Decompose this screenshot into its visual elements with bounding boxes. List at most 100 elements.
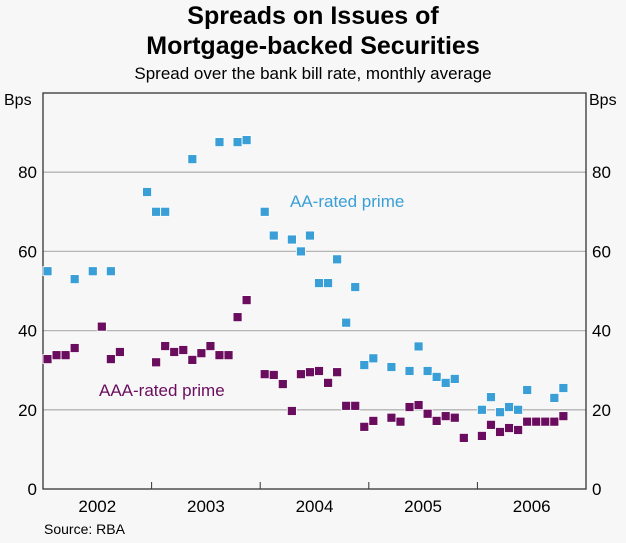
aa-point: [305, 230, 315, 241]
aaa-point: [540, 416, 551, 427]
aaa-point: [205, 341, 216, 351]
aa-point: [69, 274, 80, 285]
aaa-point: [96, 321, 107, 332]
aa-point: [413, 341, 424, 352]
aa-point: [522, 385, 533, 395]
y-tick-label-left: 40: [18, 322, 37, 341]
aaa-point: [196, 348, 207, 359]
aaa-point: [323, 377, 333, 388]
aaa-point: [42, 354, 53, 365]
series-label-aaa: AAA-rated prime: [99, 381, 225, 400]
aaa-point: [160, 341, 171, 351]
aaa-point: [259, 369, 270, 380]
aaa-point: [286, 406, 297, 416]
aa-point: [504, 402, 514, 412]
chart-title-line-1: Spreads on Issues of: [187, 2, 439, 30]
aaa-point: [178, 345, 189, 355]
aa-point: [286, 234, 297, 245]
aa-point: [241, 135, 252, 146]
aaa-point: [332, 367, 343, 378]
aa-point: [268, 230, 279, 241]
aaa-point: [522, 416, 533, 427]
aa-point: [142, 187, 152, 197]
aaa-point: [232, 312, 243, 323]
aaa-point: [513, 425, 524, 435]
aa-point: [323, 278, 333, 288]
aaa-point: [486, 419, 496, 430]
y-tick-label-left: 60: [18, 242, 37, 261]
aaa-point: [115, 347, 125, 357]
aaa-point: [51, 350, 62, 361]
aa-point: [368, 353, 379, 364]
aa-point: [477, 404, 487, 415]
aaa-point: [69, 343, 80, 353]
aaa-point: [449, 412, 460, 423]
aa-point: [296, 246, 306, 257]
aaa-point: [151, 357, 162, 368]
aa-point: [549, 393, 560, 403]
aa-point: [350, 282, 361, 292]
aa-point: [495, 407, 505, 418]
aa-point: [187, 154, 198, 165]
aaa-point: [296, 369, 306, 380]
aaa-point: [558, 411, 569, 422]
aaa-point: [105, 354, 116, 365]
aaa-point: [268, 370, 279, 380]
chart-title-line-2: Mortgage-backed Securities: [146, 32, 480, 60]
aa-point: [87, 266, 98, 277]
aa-point: [558, 383, 569, 393]
y-tick-label-right: 80: [592, 163, 611, 182]
x-tick-label: 2006: [513, 497, 551, 516]
aa-point: [314, 278, 324, 288]
y-tick-label-right: 40: [592, 322, 611, 341]
y-tick-label-left: 80: [18, 163, 37, 182]
y-tick-label-right: 60: [592, 242, 611, 261]
aa-point: [151, 206, 162, 217]
aa-point: [513, 404, 524, 415]
aa-point: [431, 372, 442, 382]
aa-point: [486, 392, 496, 403]
aa-point: [42, 266, 53, 277]
aaa-point: [187, 355, 198, 365]
aa-point: [359, 360, 370, 370]
source-note: Source: RBA: [44, 521, 125, 537]
aaa-point: [431, 415, 442, 426]
aaa-point: [458, 433, 469, 443]
aaa-point: [386, 412, 397, 423]
x-tick-label: 2002: [78, 497, 116, 516]
aaa-point: [305, 367, 315, 378]
y-tick-label-left: 0: [28, 480, 37, 499]
aaa-point: [440, 411, 451, 422]
aa-point: [404, 366, 415, 376]
plot-frame: [42, 92, 587, 490]
aa-point: [214, 137, 225, 148]
aa-point: [341, 317, 352, 328]
aa-point: [332, 254, 343, 265]
aaa-point: [277, 379, 288, 389]
aaa-point: [341, 400, 352, 411]
aaa-point: [368, 415, 379, 426]
chart-subtitle: Spread over the bank bill rate, monthly …: [134, 64, 492, 83]
y-axis-unit-left: Bps: [4, 92, 32, 109]
aaa-point: [504, 423, 514, 433]
aaa-point: [404, 402, 415, 412]
aa-point: [232, 137, 243, 148]
aaa-point: [223, 350, 234, 361]
aaa-point: [495, 427, 505, 437]
aa-point: [160, 206, 171, 217]
y-axis-unit-right: Bps: [589, 92, 617, 109]
aaa-point: [314, 366, 324, 376]
series-label-aa: AA-rated prime: [290, 192, 404, 211]
aaa-point: [60, 350, 71, 361]
x-tick-label: 2005: [404, 497, 442, 516]
aa-point: [105, 266, 116, 277]
aa-point: [440, 377, 451, 388]
y-tick-label-right: 0: [592, 480, 601, 499]
aaa-point: [350, 400, 361, 411]
aaa-point: [169, 347, 180, 357]
y-tick-label-left: 20: [18, 401, 37, 420]
aaa-point: [395, 416, 406, 427]
x-tick-label: 2003: [187, 497, 225, 516]
aaa-point: [241, 295, 252, 306]
